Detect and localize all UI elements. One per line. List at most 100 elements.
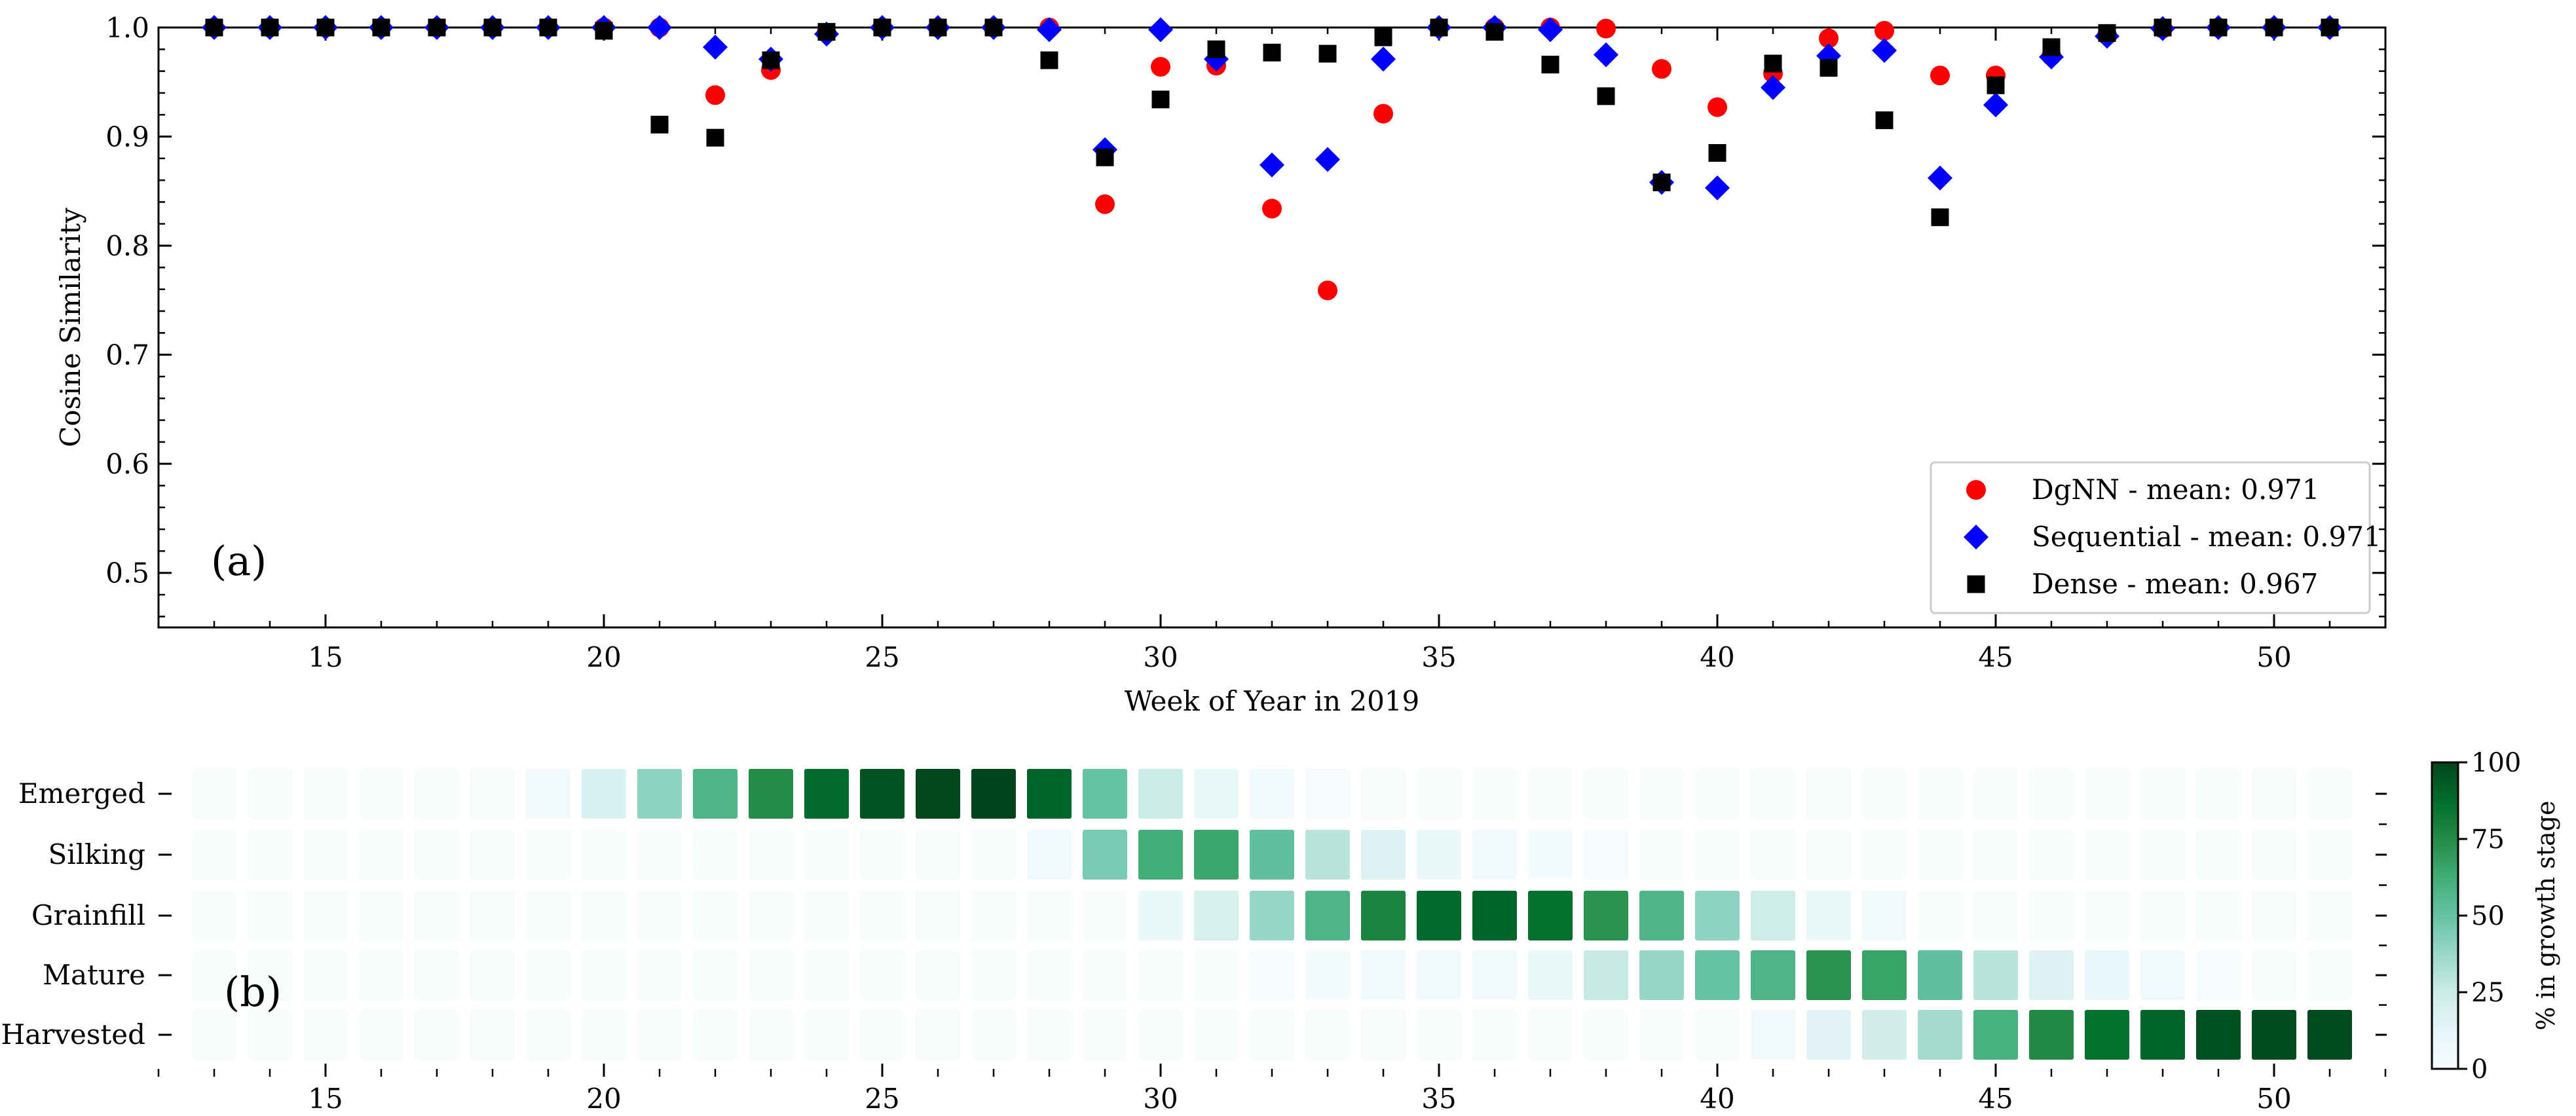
heatmap-cell [1361, 1010, 1406, 1060]
point-dense [1875, 111, 1894, 130]
heatmap-cell [2196, 830, 2241, 880]
heatmap-cell [1584, 769, 1628, 819]
y-tick-label: 0.6 [105, 448, 149, 480]
heatmap-cell [916, 769, 960, 819]
point-sequential [1928, 165, 1952, 191]
heatmap-x-tick-label: 45 [1978, 1083, 2013, 1115]
heatmap-cell [1639, 1010, 1684, 1060]
point-dense [2321, 18, 2339, 37]
point-dgnn [1652, 59, 1671, 79]
heatmap-cell [2196, 769, 2241, 819]
heatmap-cell [2140, 1010, 2185, 1060]
point-dense [1820, 59, 1838, 77]
point-sequential [1037, 17, 1062, 43]
heatmap-cell [1305, 830, 1350, 880]
heatmap-x-tick-label: 15 [308, 1083, 343, 1115]
heatmap-cell [1862, 1010, 1907, 1060]
heatmap-cells [192, 769, 2352, 1060]
heatmap-cell [1250, 891, 1294, 940]
colorbar-tick-label: 50 [2471, 901, 2505, 931]
point-dense [261, 18, 279, 37]
heatmap-cell [582, 1010, 626, 1060]
heatmap-cell [248, 830, 292, 880]
point-dgnn [1596, 18, 1616, 39]
heatmap-cell [526, 830, 570, 880]
heatmap-x-tick-label: 30 [1143, 1083, 1178, 1115]
heatmap-cell [916, 891, 960, 940]
heatmap-cell [2029, 769, 2074, 819]
heatmap-cell [1027, 1010, 1072, 1060]
heatmap-cell [415, 1010, 459, 1060]
heatmap-cell [1472, 950, 1517, 1000]
heatmap-cell [1528, 769, 1573, 819]
point-sequential [1371, 46, 1396, 72]
x-tick-label: 20 [586, 641, 621, 673]
x-tick-label: 35 [1421, 641, 1456, 673]
heatmap-cell [804, 1010, 849, 1060]
point-sequential [1594, 42, 1618, 67]
heatmap-cell [1194, 950, 1239, 1000]
heatmap-cell [2029, 1010, 2074, 1060]
legend-label-dgnn: DgNN - mean: 0.971 [2032, 474, 2319, 506]
heatmap-cell [971, 769, 1016, 819]
heatmap-cell [2029, 891, 2074, 940]
heatmap-cell [1862, 950, 1907, 1000]
heatmap-cell [415, 769, 459, 819]
heatmap-cell [1472, 891, 1517, 940]
heatmap-cell [1973, 1010, 2018, 1060]
heatmap-cell [2307, 830, 2352, 880]
heatmap-x-tick-label: 40 [1700, 1083, 1734, 1115]
x-tick-label: 40 [1700, 641, 1734, 673]
point-dense [1541, 56, 1559, 74]
point-dgnn [1708, 97, 1727, 117]
y-tick-label: 0.7 [105, 339, 149, 371]
heatmap-cell [1528, 891, 1573, 940]
point-sequential [703, 34, 728, 60]
heatmap-cell [526, 1010, 570, 1060]
heatmap-cell [248, 769, 292, 819]
point-dgnn [1318, 280, 1338, 301]
point-dense [428, 18, 446, 37]
point-dense [929, 18, 947, 37]
heatmap-cell [693, 950, 737, 1000]
heatmap-cell [1361, 769, 1406, 819]
point-dense [2265, 18, 2283, 37]
heatmap-row-label: Mature [43, 959, 145, 991]
legend-box [1930, 461, 2371, 614]
heatmap-cell [415, 891, 459, 940]
heatmap-cell [1417, 830, 1461, 880]
heatmap-cell [470, 891, 515, 940]
heatmap-cell [192, 830, 236, 880]
heatmap-cell [2029, 950, 2074, 1000]
point-sequential [1761, 75, 1785, 100]
heatmap-cell [192, 891, 236, 940]
heatmap-cell [1695, 1010, 1740, 1060]
heatmap-cell [1472, 1010, 1517, 1060]
point-dense [650, 115, 669, 134]
point-sequential [647, 15, 672, 40]
heatmap-cell [1361, 891, 1406, 940]
heatmap-cell [1918, 830, 1962, 880]
heatmap-cell [2140, 830, 2185, 880]
heatmap-cell [860, 950, 905, 1000]
heatmap-cell [2196, 950, 2241, 1000]
heatmap-cell [637, 769, 682, 819]
heatmap-row-label: Emerged [18, 777, 145, 809]
heatmap-cell [359, 830, 403, 880]
heatmap-cell [1194, 830, 1239, 880]
panel-label-a: (a) [211, 537, 267, 585]
heatmap-cell [1417, 891, 1461, 940]
legend-marker-sequential [1964, 525, 1988, 549]
scatter-points [202, 15, 2342, 301]
heatmap-cell [1250, 769, 1294, 819]
point-dense [1931, 208, 1949, 227]
heatmap-cell [359, 1010, 403, 1060]
point-sequential [1148, 17, 1173, 43]
scatter-axis-ticks: 15 20 25 30 35 40 45 50 0.5 0.6 0.7 0.8 0.9 1.0 [105, 12, 2387, 673]
heatmap-cell [1584, 950, 1628, 1000]
heatmap-cell [470, 950, 515, 1000]
heatmap-cell [1083, 830, 1127, 880]
heatmap-cell [582, 769, 626, 819]
heatmap-cell [2029, 830, 2074, 880]
x-axis-title: Week of Year in 2019 [1125, 685, 1420, 717]
